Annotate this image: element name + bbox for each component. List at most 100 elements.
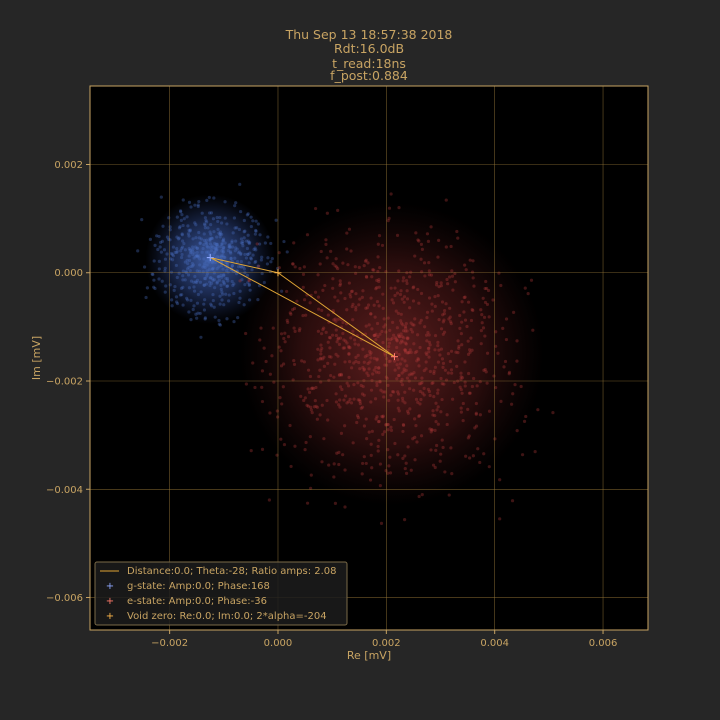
e-state-sample-point	[333, 501, 338, 505]
e-state-sample-point	[373, 315, 377, 319]
e-state-sample-point	[396, 357, 400, 362]
e-state-sample-point	[411, 299, 416, 303]
e-state-sample-point	[352, 397, 356, 401]
g-state-sample-point	[204, 282, 209, 286]
e-state-sample-point	[301, 285, 305, 290]
e-state-sample-point	[386, 471, 390, 475]
e-state-sample-point	[292, 326, 296, 330]
g-state-sample-point	[193, 245, 198, 249]
g-state-sample-point	[235, 260, 240, 264]
g-state-sample-point	[214, 248, 219, 252]
e-state-sample-point	[348, 397, 352, 401]
e-state-sample-point	[418, 402, 422, 406]
e-state-sample-point	[357, 265, 361, 269]
e-state-sample-point	[282, 442, 287, 447]
e-state-sample-point	[384, 330, 388, 334]
e-state-sample-point	[356, 353, 360, 357]
g-state-sample-point	[169, 251, 174, 256]
e-state-sample-point	[428, 427, 432, 431]
e-state-sample-point	[335, 265, 339, 269]
x-tick-label: −0.002	[151, 638, 188, 649]
e-state-sample-point	[430, 381, 434, 385]
e-state-sample-point	[376, 242, 380, 246]
e-state-sample-point	[333, 295, 337, 299]
g-state-sample-point	[241, 239, 245, 244]
g-state-sample-point	[153, 243, 157, 247]
g-state-sample-point	[237, 250, 241, 254]
g-state-sample-point	[202, 238, 206, 242]
e-state-sample-point	[406, 336, 410, 340]
g-state-sample-point	[173, 250, 177, 255]
e-state-sample-point	[277, 251, 281, 255]
void-zero-marker	[274, 269, 282, 277]
e-state-sample-point	[308, 374, 313, 379]
e-state-sample-point	[440, 357, 445, 361]
e-state-sample-point	[487, 465, 491, 469]
e-state-sample-point	[322, 326, 326, 330]
e-state-sample-point	[450, 274, 455, 278]
legend-box	[94, 561, 348, 626]
e-state-sample-point	[326, 313, 330, 317]
g-state-sample-point	[198, 241, 202, 246]
g-state-sample-point	[233, 204, 237, 208]
e-state-sample-point	[376, 449, 380, 453]
e-state-sample-point	[341, 261, 345, 265]
e-state-sample-point	[377, 277, 381, 282]
e-state-sample-point	[409, 270, 413, 274]
g-state-sample-point	[210, 267, 214, 271]
e-state-sample-point	[460, 320, 464, 324]
e-state-sample-point	[334, 333, 338, 338]
g-state-sample-point	[209, 211, 214, 215]
e-state-sample-point	[316, 273, 320, 277]
g-state-sample-point	[263, 241, 267, 245]
g-state-sample-point	[242, 267, 246, 271]
e-state-sample-point	[353, 271, 358, 275]
g-state-sample-point	[203, 265, 207, 270]
e-state-sample-point	[306, 404, 310, 408]
e-state-sample-point	[396, 406, 400, 410]
e-state-sample-point	[480, 321, 484, 325]
e-state-sample-point	[412, 388, 416, 392]
e-state-sample-point	[338, 373, 342, 377]
g-state-sample-point	[181, 269, 185, 273]
g-state-sample-point	[205, 263, 209, 267]
legend-item-e-state: e-state: Amp:0.0; Phase:-36	[127, 596, 267, 607]
g-state-sample-point	[247, 261, 251, 265]
y-tick-label: −0.002	[46, 377, 83, 388]
e-state-sample-point	[403, 329, 408, 333]
y-axis-label: Im [mV]	[30, 336, 43, 380]
g-state-sample-point	[177, 236, 181, 240]
g-state-sample-point	[189, 318, 193, 322]
e-state-sample-point	[491, 298, 495, 302]
e-state-sample-point	[380, 414, 384, 419]
e-state-sample-point	[275, 409, 279, 413]
e-state-sample-point	[485, 381, 489, 385]
e-state-sample-point	[375, 278, 379, 283]
e-state-sample-point	[453, 280, 457, 284]
g-state-sample-point	[136, 249, 140, 253]
g-state-sample-point	[223, 255, 227, 260]
g-state-sample-point	[213, 315, 217, 319]
e-state-sample-point	[356, 416, 360, 420]
g-state-sample-point	[187, 234, 191, 238]
e-state-sample-point	[376, 334, 380, 339]
e-state-sample-point	[446, 371, 450, 375]
e-state-sample-point	[383, 390, 387, 394]
e-state-sample-point	[427, 355, 431, 359]
g-state-sample-point	[217, 265, 221, 269]
e-state-sample-point	[354, 359, 358, 364]
e-state-sample-point	[405, 329, 409, 333]
g-state-sample-point	[157, 259, 161, 264]
e-state-sample-point	[425, 352, 429, 357]
e-state-sample-point	[442, 330, 447, 334]
e-state-sample-point	[322, 364, 326, 368]
e-state-sample-point	[399, 332, 403, 336]
e-state-sample-point	[470, 384, 475, 389]
g-state-sample-point	[230, 239, 234, 243]
g-state-sample-point	[220, 232, 224, 236]
e-state-sample-point	[401, 422, 406, 427]
e-state-sample-point	[406, 411, 410, 415]
e-state-sample-point	[460, 376, 465, 380]
e-state-sample-point	[458, 313, 462, 318]
e-state-sample-point	[409, 372, 413, 376]
